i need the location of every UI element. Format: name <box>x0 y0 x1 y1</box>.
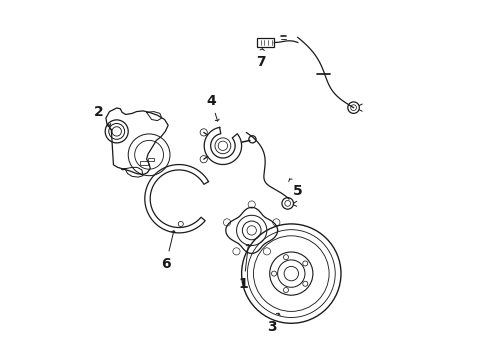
Text: 6: 6 <box>161 231 175 270</box>
Text: 5: 5 <box>288 179 302 198</box>
Text: 7: 7 <box>255 49 265 69</box>
Text: 2: 2 <box>94 105 110 126</box>
Bar <box>257 38 274 47</box>
Text: 3: 3 <box>266 313 280 334</box>
Bar <box>147 158 154 161</box>
Text: 4: 4 <box>206 94 219 121</box>
Bar <box>140 161 148 165</box>
Text: 1: 1 <box>239 244 250 291</box>
